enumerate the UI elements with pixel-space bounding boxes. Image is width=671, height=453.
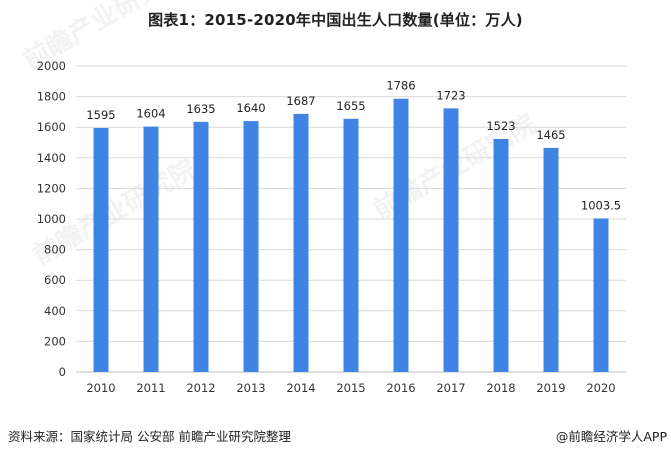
y-tick-label: 1200 [37,181,66,195]
y-tick-label: 1400 [37,151,66,165]
y-tick-label: 600 [44,273,66,287]
data-label: 1640 [236,101,265,115]
bar [193,121,209,372]
y-axis-ticks: 0 200 400 600 800 1000 1200 1400 1600 1800 2000 [37,59,66,379]
source-note: 资料来源：国家统计局 公安部 前瞻产业研究院整理 [8,429,291,444]
data-label: 1723 [436,88,465,102]
bar [393,98,409,372]
x-tick-label: 2019 [536,381,565,395]
data-label: 1595 [86,108,115,122]
data-label: 1604 [136,107,165,121]
data-label: 1523 [486,119,515,133]
bars: 1595 1604 1635 1640 1687 1655 1786 1723 1523 1465… [86,79,621,373]
x-tick-label: 2013 [236,381,265,395]
data-label: 1786 [386,79,415,93]
x-tick-label: 2014 [286,381,315,395]
y-tick-label: 0 [59,365,66,379]
x-tick-label: 2020 [586,381,615,395]
bar [243,121,259,372]
bar [143,126,159,372]
data-label: 1655 [336,99,365,113]
y-tick-label: 200 [44,334,66,348]
bar [293,113,309,372]
x-axis-ticks: 2010 2011 2012 2013 2014 2015 2016 2017 2018 2019… [86,381,615,395]
bar [93,127,109,372]
y-tick-label: 800 [44,243,66,257]
data-label: 1003.5 [581,198,621,212]
chart-title: 图表1：2015-2020年中国出生人口数量(单位：万人) [148,11,523,29]
y-tick-label: 1000 [37,212,66,226]
x-tick-label: 2016 [386,381,415,395]
x-tick-label: 2011 [136,381,165,395]
bar [543,147,559,372]
data-label: 1687 [286,94,315,108]
x-tick-label: 2015 [336,381,365,395]
data-label: 1635 [186,102,215,116]
x-tick-label: 2017 [436,381,465,395]
brand-credit: @前瞻经济学人APP [555,429,667,444]
bar [593,218,609,372]
y-tick-label: 2000 [37,59,66,73]
bar [493,138,509,372]
y-tick-label: 1600 [37,120,66,134]
x-tick-label: 2010 [86,381,115,395]
x-tick-label: 2012 [186,381,215,395]
bar [443,108,459,373]
data-label: 1465 [536,128,565,142]
y-tick-label: 400 [44,304,66,318]
bar [343,118,359,372]
y-tick-label: 1800 [37,90,66,104]
x-tick-label: 2018 [486,381,515,395]
